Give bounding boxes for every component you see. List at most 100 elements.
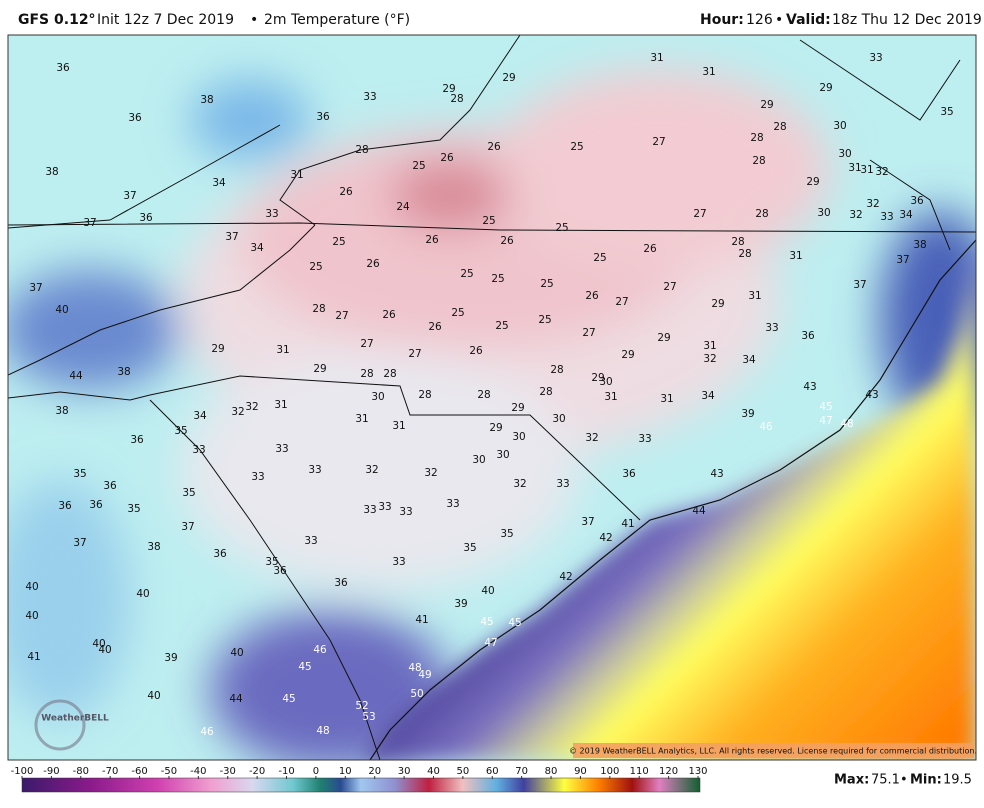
station-temp: 44 [229, 693, 243, 705]
station-temp: 26 [425, 234, 439, 246]
station-temp: 26 [469, 345, 483, 357]
station-temp: 34 [899, 209, 913, 221]
station-temp: 43 [803, 381, 816, 393]
max-value: 75.1 [871, 773, 900, 788]
colorbar-tick-label: 40 [427, 766, 440, 777]
station-temp: 26 [643, 243, 657, 255]
station-temp: 36 [56, 62, 70, 74]
station-temp: 39 [454, 598, 467, 610]
station-temp: 25 [570, 141, 583, 153]
station-temp: 40 [98, 644, 111, 656]
station-temp: 31 [848, 162, 861, 174]
temperature-field [8, 35, 976, 760]
station-temp: 40 [55, 304, 68, 316]
station-temp: 29 [211, 343, 224, 355]
station-temp: 31 [789, 250, 802, 262]
station-temp: 28 [450, 93, 463, 105]
station-temp: 27 [615, 296, 628, 308]
separator: • [250, 12, 258, 28]
station-temp: 34 [250, 242, 264, 254]
colorbar-tick-label: 50 [457, 766, 470, 777]
station-temp: 43 [865, 389, 878, 401]
station-temp: 29 [502, 72, 515, 84]
station-temp: 32 [245, 401, 258, 413]
station-temp: 36 [801, 330, 815, 342]
colorbar-tick-label: -50 [161, 766, 177, 777]
station-temp: 34 [193, 410, 207, 422]
valid-time: 18z Thu 12 Dec 2019 [832, 12, 982, 28]
station-temp: 35 [174, 425, 187, 437]
station-temp: 26 [382, 309, 396, 321]
station-temp: 26 [440, 152, 454, 164]
station-temp: 26 [428, 321, 442, 333]
copyright: © 2019 WeatherBELL Analytics, LLC. All r… [569, 747, 977, 756]
station-temp: 36 [89, 499, 103, 511]
station-temp: 40 [92, 638, 105, 650]
station-temp: 29 [511, 402, 524, 414]
station-temp: 30 [833, 120, 846, 132]
station-temp: 28 [738, 248, 751, 260]
station-temp: 37 [181, 521, 194, 533]
station-temp: 34 [212, 177, 226, 189]
station-temp: 37 [29, 282, 42, 294]
station-temp: 26 [487, 141, 501, 153]
colorbar-tick-label: 130 [688, 766, 707, 777]
station-temp: 34 [701, 390, 715, 402]
station-temp: 30 [817, 207, 830, 219]
station-temp: 40 [136, 588, 149, 600]
station-temp: 33 [251, 471, 264, 483]
logo: WeatherBELL [41, 714, 109, 724]
station-temp: 28 [755, 208, 768, 220]
station-temp: 33 [399, 506, 412, 518]
hour-label: Hour: [700, 12, 744, 28]
station-temp: 36 [103, 480, 117, 492]
station-temp: 34 [742, 354, 756, 366]
station-temp: 35 [463, 542, 476, 554]
station-temp: 28 [418, 389, 431, 401]
station-temp: 35 [500, 528, 513, 540]
station-temp: 40 [481, 585, 494, 597]
station-temp: 36 [910, 195, 924, 207]
station-temp: 30 [552, 413, 565, 425]
colorbar-tick-label: 100 [600, 766, 619, 777]
station-temp: 48 [840, 418, 853, 430]
station-temp: 40 [25, 581, 38, 593]
station-temp: 27 [335, 310, 348, 322]
station-temp: 25 [593, 252, 606, 264]
station-temp: 31 [702, 66, 715, 78]
station-temp: 33 [869, 52, 882, 64]
max-label: Max: [834, 773, 869, 788]
station-temp: 33 [265, 208, 278, 220]
copyright-bg [573, 743, 974, 758]
station-temp: 38 [913, 239, 926, 251]
station-temp: 33 [192, 444, 205, 456]
colorbar-tick-label: -20 [249, 766, 265, 777]
station-temp: 38 [55, 405, 68, 417]
station-temp: 32 [875, 166, 888, 178]
station-temp: 28 [750, 132, 763, 144]
station-temp: 36 [334, 577, 348, 589]
station-temp: 53 [362, 711, 375, 723]
colorbar-tick-label: 0 [313, 766, 319, 777]
station-temp: 31 [650, 52, 663, 64]
station-temp: 27 [652, 136, 665, 148]
station-temp: 41 [27, 651, 40, 663]
min-value: 19.5 [943, 773, 972, 788]
colorbar-tick-label: 70 [515, 766, 528, 777]
station-temp: 25 [482, 215, 495, 227]
colorbar-tick-label: 120 [659, 766, 678, 777]
station-temp: 38 [147, 541, 160, 553]
valid-label: Valid: [786, 12, 831, 28]
station-temp: 32 [365, 464, 378, 476]
model-name: GFS 0.12° [18, 12, 96, 28]
station-temp: 42 [559, 571, 572, 583]
station-temp: 25 [309, 261, 322, 273]
station-temp: 38 [117, 366, 130, 378]
station-temp: 26 [500, 235, 514, 247]
colorbar-tick-label: 20 [368, 766, 381, 777]
station-temp: 29 [489, 422, 502, 434]
station-temp: 33 [638, 433, 651, 445]
station-temp: 31 [274, 399, 287, 411]
